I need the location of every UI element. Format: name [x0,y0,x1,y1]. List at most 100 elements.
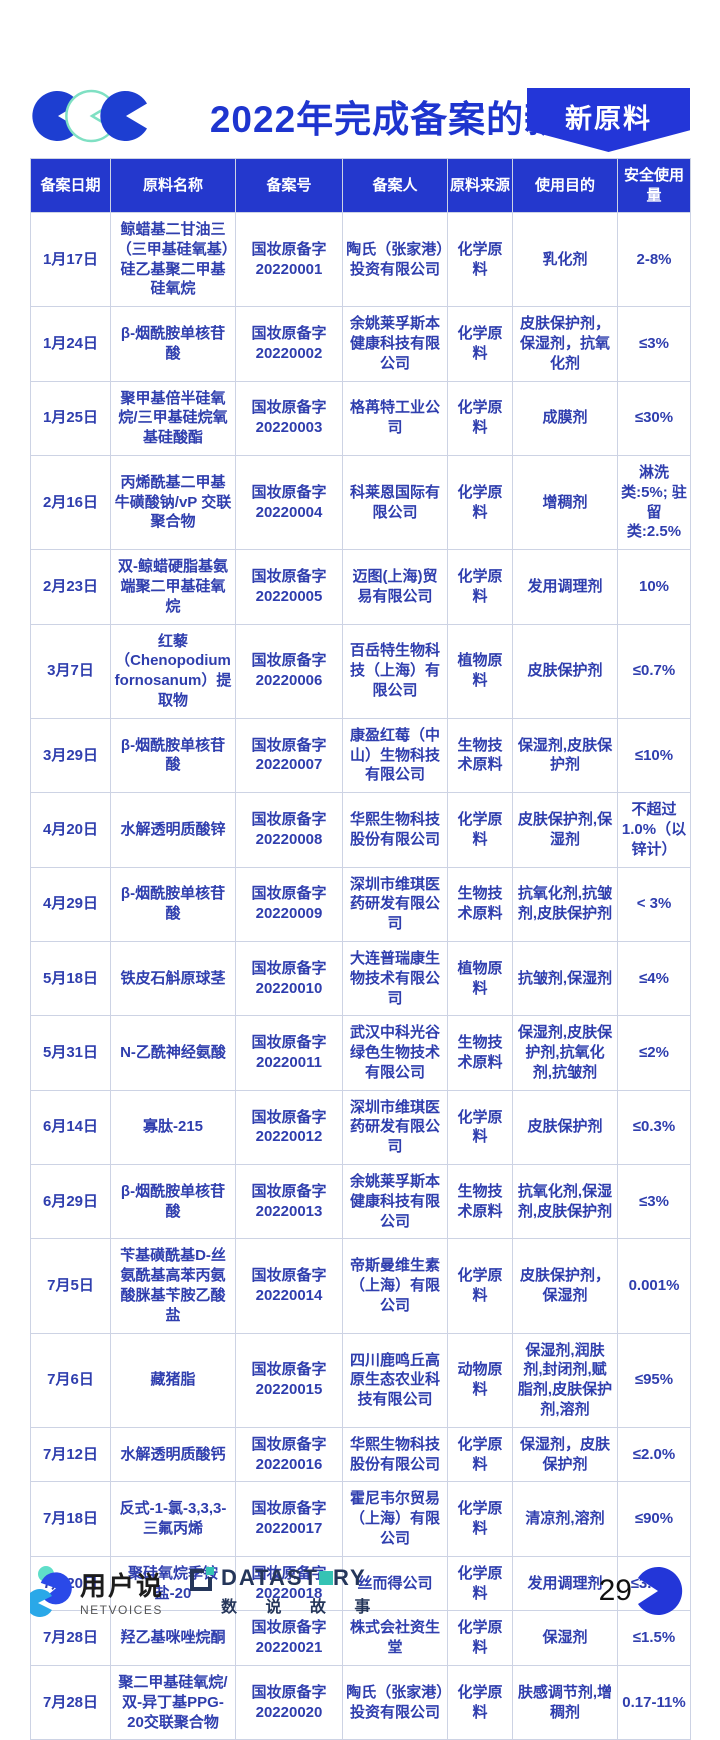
cell-source: 化学原料 [447,211,513,308]
cell-amount: ≤10% [617,717,691,794]
triple-pacman-logo-icon [32,89,147,143]
cell-regno: 国妆原备字20220007 [235,717,343,794]
cell-purpose: 保湿剂 [512,1610,618,1667]
cell-regno: 国妆原备字20220012 [235,1089,343,1166]
table-row: 4月29日 β-烟酰胺单核苷酸 国妆原备字20220009 深圳市维琪医药研发有… [30,866,691,942]
cell-amount: ≤30% [617,380,691,456]
cell-amount: 不超过1.0%（以锌计） [617,792,691,868]
column-header-source: 原料来源 [447,158,513,213]
datastory-subtitle: 数 说 故 事 [221,1599,383,1616]
datastory-square-icon [190,1567,215,1591]
cell-amount: ≤90% [617,1481,691,1557]
column-header-filer: 备案人 [342,158,448,213]
cell-name: 铁皮石斛原球茎 [110,940,236,1017]
cell-name: 红藜（Chenopodium fornosanum）提取物 [110,623,236,719]
table-row: 3月29日 β-烟酰胺单核苷酸 国妆原备字20220007 康盈红莓（中山）生物… [30,717,691,794]
cell-regno: 国妆原备字20220001 [235,211,343,308]
cell-date: 7月5日 [30,1238,111,1334]
cell-regno: 国妆原备字20220004 [235,454,343,551]
cell-source: 动物原料 [447,1332,513,1428]
cell-name: 寡肽-215 [110,1089,236,1166]
cell-purpose: 保湿剂,润肤剂,封闭剂,赋脂剂,皮肤保护剂,溶剂 [512,1332,618,1428]
column-header-date: 备案日期 [30,158,111,213]
cell-name: β-烟酰胺单核苷酸 [110,866,236,942]
cell-name: 水解透明质酸钙 [110,1426,236,1483]
cell-filer: 百岳特生物科技（上海）有限公司 [342,623,448,719]
cell-source: 生物技术原料 [447,1164,513,1240]
cell-purpose: 抗氧化剂,保湿剂,皮肤保护剂 [512,1164,618,1240]
cell-amount: 2-8% [617,211,691,308]
cell-purpose: 保湿剂,皮肤保护剂,抗氧化剂,抗皱剂 [512,1015,618,1091]
cell-purpose: 抗皱剂,保湿剂 [512,940,618,1017]
cell-amount: 0.17-11% [617,1665,691,1740]
cell-source: 化学原料 [447,792,513,868]
cell-filer: 帝斯曼维生素（上海）有限公司 [342,1238,448,1334]
table-row: 7月12日 水解透明质酸钙 国妆原备字20220016 华熙生物科技股份有限公司… [30,1426,691,1483]
cell-purpose: 成膜剂 [512,380,618,456]
cell-name: 鲸蜡基二甘油三（三甲基硅氧基）硅乙基聚二甲基硅氧烷 [110,211,236,308]
netvoices-logo: 用户说 NETVOICES [30,1565,164,1617]
cell-purpose: 皮肤保护剂，保湿剂，抗氧化剂 [512,306,618,382]
badge-label: 新原料 [565,104,652,134]
cell-amount: ≤0.7% [617,623,691,719]
table-row: 7月6日 藏猪脂 国妆原备字20220015 四川鹿鸣丘高原生态农业科技有限公司… [30,1332,691,1428]
cell-filer: 格苒特工业公司 [342,380,448,456]
cell-purpose: 保湿剂,皮肤保护剂 [512,717,618,794]
cell-date: 7月28日 [30,1610,111,1667]
table-row: 1月25日 聚甲基倍半硅氧烷/三甲基硅烷氧基硅酸酯 国妆原备字20220003 … [30,380,691,456]
cell-purpose: 抗氧化剂,抗皱剂,皮肤保护剂 [512,866,618,942]
cell-filer: 余姚莱孚斯本健康科技有限公司 [342,1164,448,1240]
cell-filer: 深圳市维琪医药研发有限公司 [342,1089,448,1166]
table-row: 1月24日 β-烟酰胺单核苷酸 国妆原备字20220002 余姚莱孚斯本健康科技… [30,306,691,382]
column-header-purpose: 使用目的 [512,158,618,213]
cell-source: 生物技术原料 [447,866,513,942]
table-row: 2月23日 双-鲸蜡硬脂基氨端聚二甲基硅氧烷 国妆原备字20220005 迈图(… [30,549,691,625]
netvoices-subtitle: NETVOICES [80,1602,163,1617]
column-header-name: 原料名称 [110,158,236,213]
cell-filer: 迈图(上海)贸易有限公司 [342,549,448,625]
table-row: 5月18日 铁皮石斛原球茎 国妆原备字20220010 大连普瑞康生物技术有限公… [30,940,691,1017]
table-row: 4月20日 水解透明质酸锌 国妆原备字20220008 华熙生物科技股份有限公司… [30,792,691,868]
cell-filer: 陶氏（张家港）投资有限公司 [342,211,448,308]
column-header-regno: 备案号 [235,158,343,213]
cell-amount: 10% [617,549,691,625]
cell-date: 7月28日 [30,1665,111,1740]
cell-source: 化学原料 [447,549,513,625]
cell-amount: ≤3% [617,1164,691,1240]
cell-name: 水解透明质酸锌 [110,792,236,868]
cell-regno: 国妆原备字20220003 [235,380,343,456]
cell-source: 植物原料 [447,623,513,719]
column-header-amount: 安全使用量 [617,158,691,213]
cell-source: 化学原料 [447,380,513,456]
cell-filer: 四川鹿鸣丘高原生态农业科技有限公司 [342,1332,448,1428]
cell-date: 1月17日 [30,211,111,308]
cell-amount: < 3% [617,866,691,942]
table-body: 1月17日 鲸蜡基二甘油三（三甲基硅氧基）硅乙基聚二甲基硅氧烷 国妆原备字202… [30,211,691,1740]
cell-amount: ≤3% [617,306,691,382]
cell-regno: 国妆原备字20220020 [235,1665,343,1740]
cell-regno: 国妆原备字20220015 [235,1332,343,1428]
cell-purpose: 皮肤保护剂,保湿剂 [512,792,618,868]
cell-name: 双-鲸蜡硬脂基氨端聚二甲基硅氧烷 [110,549,236,625]
cell-regno: 国妆原备字20220009 [235,866,343,942]
cell-source: 化学原料 [447,1665,513,1740]
cell-date: 7月12日 [30,1426,111,1483]
cell-filer: 华熙生物科技股份有限公司 [342,792,448,868]
pacman-arrow-icon [638,1567,683,1615]
cell-filer: 康盈红莓（中山）生物科技有限公司 [342,717,448,794]
table-row: 6月14日 寡肽-215 国妆原备字20220012 深圳市维琪医药研发有限公司… [30,1089,691,1166]
cell-name: N-乙酰神经氨酸 [110,1015,236,1091]
cell-purpose: 皮肤保护剂，保湿剂 [512,1238,618,1334]
table-row: 3月7日 红藜（Chenopodium fornosanum）提取物 国妆原备字… [30,623,691,719]
cell-name: β-烟酰胺单核苷酸 [110,1164,236,1240]
cell-name: 羟乙基咪唑烷酮 [110,1610,236,1667]
cell-date: 7月18日 [30,1481,111,1557]
cell-date: 1月25日 [30,380,111,456]
cell-amount: ≤1.5% [617,1610,691,1667]
cell-filer: 霍尼韦尔贸易（上海）有限公司 [342,1481,448,1557]
table-row: 2月16日 丙烯酰基二甲基牛磺酸钠/vP 交联聚合物 国妆原备字20220004… [30,454,691,551]
cell-regno: 国妆原备字20220017 [235,1481,343,1557]
cell-date: 3月29日 [30,717,111,794]
cell-source: 化学原料 [447,1426,513,1483]
cell-source: 化学原料 [447,1089,513,1166]
